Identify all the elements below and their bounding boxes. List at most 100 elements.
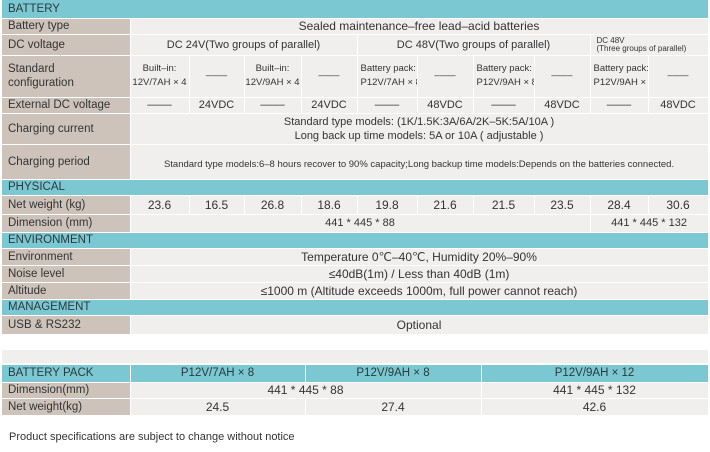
battery-pack-weight-cell: 27.4	[305, 398, 482, 416]
external-dc-cell: 48VDC	[417, 97, 474, 114]
dimension-value-a: 441 * 445 * 88	[130, 214, 591, 233]
std-config-cell: ––––	[301, 55, 358, 98]
battery-pack-dimension-a: 441 * 445 * 88	[130, 382, 482, 399]
std-config-cell: Battery pack: P12V/9AH × 12	[590, 55, 649, 98]
external-dc-cell: ––––	[590, 97, 649, 114]
external-dc-cell: ––––	[244, 97, 302, 114]
battery-pack-header-row: BATTERY PACK P12V/7AH × 8 P12V/9AH × 8 P…	[2, 365, 709, 383]
noise-level-row: Noise level ≤40dB(1m) / Less than 40dB (…	[2, 265, 709, 283]
battery-pack-dimension-label: Dimension(mm)	[2, 382, 131, 399]
net-weight-cell: 28.4	[590, 195, 649, 215]
environment-label: Environment	[2, 248, 131, 266]
battery-pack-dimension-row: Dimension(mm) 441 * 445 * 88 441 * 445 *…	[2, 382, 709, 399]
std-config-cell: Battery pack: P12V/7AH × 8	[357, 55, 418, 98]
altitude-value: ≤1000 m (Altitude exceeds 1000m, full po…	[130, 282, 709, 300]
external-dc-cell: 24VDC	[189, 97, 245, 114]
battery-pack-weight-label: Net weight(kg)	[2, 398, 131, 416]
std-config-line1: Battery pack:	[476, 63, 532, 74]
charging-current-label: Charging current	[2, 113, 131, 145]
net-weight-cell: 30.6	[648, 195, 709, 215]
std-config-cell: Built–in: 12V/9AH × 4	[244, 55, 302, 98]
battery-pack-weight-row: Net weight(kg) 24.5 27.4 42.6	[2, 398, 709, 416]
noise-level-label: Noise level	[2, 265, 131, 283]
external-dc-cell: 48VDC	[648, 97, 709, 114]
std-config-cell: Built–in: 12V/7AH × 4	[130, 55, 190, 98]
dc-24v-value: DC 24V(Two groups of parallel)	[130, 34, 358, 56]
dc-48v-value: DC 48V(Two groups of parallel)	[357, 34, 591, 56]
net-weight-cell: 18.6	[301, 195, 358, 215]
battery-section-header: BATTERY	[2, 0, 709, 19]
std-config-cell: ––––	[534, 55, 591, 98]
net-weight-row: Net weight (kg) 23.6 16.5 26.8 18.6 19.8…	[2, 195, 709, 215]
std-config-cell: Battery pack: P12V/9AH × 8	[473, 55, 535, 98]
battery-pack-table: BATTERY PACK P12V/7AH × 8 P12V/9AH × 8 P…	[2, 365, 709, 416]
dc-48v-three-line2: (Three groups of parallel)	[596, 43, 687, 53]
management-section-header: MANAGEMENT	[2, 299, 709, 316]
usb-rs232-value: Optional	[130, 315, 709, 335]
footnote: Product specifications are subject to ch…	[9, 431, 295, 443]
net-weight-cell: 19.8	[357, 195, 418, 215]
battery-pack-col: P12V/9AH × 12	[481, 365, 709, 383]
external-dc-cell: ––––	[130, 97, 190, 114]
net-weight-cell: 23.5	[534, 195, 591, 215]
altitude-label: Altitude	[2, 282, 131, 300]
standard-config-label-line1: Standard	[8, 63, 55, 75]
management-section-title: MANAGEMENT	[2, 299, 709, 316]
std-config-line1: ––––	[318, 70, 340, 81]
std-config-line2: 12V/7AH × 4	[132, 77, 187, 88]
usb-rs232-row: USB & RS232 Optional	[2, 315, 709, 335]
external-dc-cell: 48VDC	[534, 97, 591, 114]
std-config-cell: ––––	[648, 55, 709, 98]
environment-value: Temperature 0℃–40℃, Humidity 20%–90%	[130, 248, 709, 266]
std-config-line1: Built–in:	[142, 63, 177, 74]
std-config-line2: P12V/9AH × 12	[593, 77, 648, 88]
battery-section-title: BATTERY	[2, 0, 709, 19]
charging-current-line1: Standard type models: (1K/1.5K:3A/6A/2K–…	[283, 115, 555, 128]
dc-48v-three-line1: DC 48V	[596, 35, 625, 45]
charging-period-value: Standard type models:6–8 hours recover t…	[130, 144, 709, 180]
std-config-line1: ––––	[551, 70, 573, 81]
dc-48v-three-groups-value: DC 48V (Three groups of parallel)	[590, 34, 709, 56]
dc-voltage-label: DC voltage	[2, 34, 131, 56]
dimension-label: Dimension (mm)	[2, 214, 131, 233]
battery-type-value: Sealed maintenance–free lead–acid batter…	[130, 18, 709, 35]
external-dc-cell: 24VDC	[301, 97, 358, 114]
dc-voltage-row: DC voltage DC 24V(Two groups of parallel…	[2, 34, 709, 56]
std-config-line1: ––––	[205, 70, 228, 81]
standard-config-label-line2: configuration	[8, 77, 74, 89]
battery-pack-col: P12V/9AH × 8	[305, 365, 482, 383]
battery-pack-weight-cell: 24.5	[130, 398, 306, 416]
dimension-row: Dimension (mm) 441 * 445 * 88 441 * 445 …	[2, 214, 709, 233]
standard-config-label: Standard configuration	[2, 55, 131, 98]
standard-config-row: Standard configuration Built–in: 12V/7AH ×…	[2, 55, 709, 98]
charging-current-value: Standard type models: (1K/1.5K:3A/6A/2K–…	[130, 113, 709, 145]
std-config-line2: 12V/9AH × 4	[245, 77, 300, 88]
environment-section-header: ENVIRONMENT	[2, 232, 709, 249]
std-config-line1: ––––	[667, 70, 689, 81]
std-config-line1: Battery pack:	[360, 63, 416, 74]
physical-section-title: PHYSICAL	[2, 179, 709, 196]
usb-rs232-label: USB & RS232	[2, 315, 131, 335]
altitude-row: Altitude ≤1000 m (Altitude exceeds 1000m…	[2, 282, 709, 300]
net-weight-cell: 21.6	[417, 195, 474, 215]
environment-row: Environment Temperature 0℃–40℃, Humidity…	[2, 248, 709, 266]
battery-pack-weight-cell: 42.6	[481, 398, 709, 416]
table-spacer	[2, 350, 708, 363]
external-dc-cell: ––––	[473, 97, 535, 114]
spec-table: BATTERY Battery type Sealed maintenance–…	[2, 0, 709, 335]
battery-pack-section-title: BATTERY PACK	[2, 365, 131, 383]
charging-current-row: Charging current Standard type models: (…	[2, 113, 709, 145]
external-dc-row: External DC voltage –––– 24VDC –––– 24VD…	[2, 97, 709, 114]
std-config-line2: P12V/9AH × 8	[476, 77, 534, 88]
net-weight-cell: 21.5	[473, 195, 535, 215]
battery-type-label: Battery type	[2, 18, 131, 35]
std-config-line2: P12V/7AH × 8	[360, 77, 417, 88]
dimension-value-b: 441 * 445 * 132	[590, 214, 709, 233]
net-weight-label: Net weight (kg)	[2, 195, 131, 215]
net-weight-cell: 16.5	[189, 195, 245, 215]
battery-pack-col: P12V/7AH × 8	[130, 365, 306, 383]
external-dc-label: External DC voltage	[2, 97, 131, 114]
charging-period-row: Charging period Standard type models:6–8…	[2, 144, 709, 180]
net-weight-cell: 23.6	[130, 195, 190, 215]
